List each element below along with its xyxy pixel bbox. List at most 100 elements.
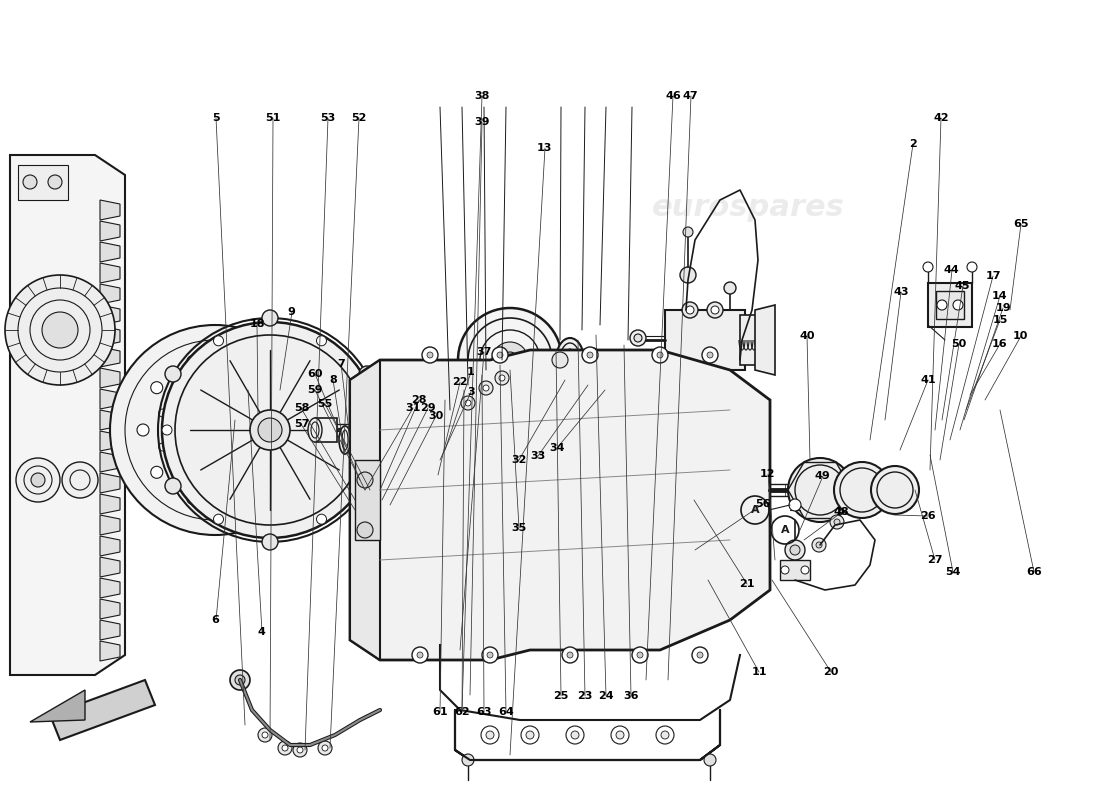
Ellipse shape	[339, 426, 351, 454]
Circle shape	[499, 375, 505, 381]
Circle shape	[263, 443, 272, 451]
Text: A: A	[750, 505, 759, 515]
Bar	[189, 428, 197, 432]
Circle shape	[656, 726, 674, 744]
Text: 11: 11	[751, 667, 767, 677]
Text: 43: 43	[893, 287, 909, 297]
Circle shape	[297, 747, 302, 753]
Circle shape	[785, 540, 805, 560]
Circle shape	[566, 652, 573, 658]
Text: 29: 29	[420, 403, 436, 413]
Ellipse shape	[564, 349, 576, 371]
Circle shape	[417, 652, 424, 658]
Circle shape	[213, 336, 223, 346]
Circle shape	[158, 409, 167, 417]
Circle shape	[62, 462, 98, 498]
Circle shape	[702, 347, 718, 363]
Circle shape	[165, 366, 182, 382]
Bar	[18, 165, 68, 200]
Circle shape	[632, 647, 648, 663]
Polygon shape	[50, 680, 155, 740]
Circle shape	[427, 352, 433, 358]
Circle shape	[178, 382, 187, 390]
Text: A: A	[781, 525, 790, 535]
Polygon shape	[100, 620, 120, 640]
Text: 22: 22	[452, 378, 468, 387]
Circle shape	[358, 472, 373, 488]
Circle shape	[151, 466, 163, 478]
Text: 8: 8	[329, 375, 338, 385]
Circle shape	[724, 282, 736, 294]
Circle shape	[634, 334, 642, 342]
Text: eurospares: eurospares	[651, 194, 845, 222]
Text: 15: 15	[992, 315, 1008, 325]
Text: 6: 6	[211, 615, 220, 625]
Circle shape	[492, 347, 508, 363]
Polygon shape	[100, 641, 120, 661]
Text: 39: 39	[474, 117, 490, 126]
Circle shape	[495, 371, 509, 385]
Circle shape	[657, 352, 663, 358]
Text: 41: 41	[921, 375, 936, 385]
Circle shape	[258, 418, 282, 442]
Circle shape	[422, 347, 438, 363]
Text: 38: 38	[474, 91, 490, 101]
Circle shape	[652, 347, 668, 363]
Bar	[222, 447, 230, 451]
Circle shape	[937, 300, 947, 310]
Polygon shape	[100, 473, 120, 493]
Text: 5: 5	[212, 114, 219, 123]
Circle shape	[213, 514, 223, 524]
Polygon shape	[100, 494, 120, 514]
Polygon shape	[100, 599, 120, 619]
Circle shape	[790, 545, 800, 555]
Circle shape	[278, 741, 292, 755]
Circle shape	[48, 175, 62, 189]
Ellipse shape	[346, 422, 363, 458]
Text: 14: 14	[992, 291, 1008, 301]
Circle shape	[458, 308, 562, 412]
Bar	[928, 283, 972, 327]
Circle shape	[235, 675, 245, 685]
Circle shape	[110, 325, 320, 535]
Circle shape	[162, 322, 378, 538]
Text: 65: 65	[1013, 219, 1028, 229]
Text: 12: 12	[760, 470, 775, 479]
Circle shape	[923, 262, 933, 272]
Polygon shape	[100, 536, 120, 556]
Polygon shape	[30, 690, 85, 722]
Circle shape	[317, 514, 327, 524]
Circle shape	[151, 382, 163, 394]
Circle shape	[521, 726, 539, 744]
Circle shape	[967, 262, 977, 272]
Text: 4: 4	[257, 627, 266, 637]
Text: 42: 42	[934, 114, 949, 123]
Circle shape	[165, 478, 182, 494]
Text: 20: 20	[823, 667, 838, 677]
Circle shape	[317, 336, 327, 346]
Text: 32: 32	[512, 455, 527, 465]
Circle shape	[197, 412, 233, 448]
Bar	[233, 428, 241, 432]
Polygon shape	[100, 326, 120, 346]
Circle shape	[953, 300, 962, 310]
Bar	[740, 315, 758, 365]
Text: 19: 19	[996, 303, 1011, 313]
Polygon shape	[100, 557, 120, 577]
Circle shape	[481, 726, 499, 744]
Circle shape	[465, 400, 471, 406]
Circle shape	[282, 745, 288, 751]
Text: 45: 45	[955, 282, 970, 291]
Circle shape	[262, 310, 278, 326]
Ellipse shape	[598, 357, 618, 391]
Circle shape	[402, 422, 438, 458]
Text: 63: 63	[476, 707, 492, 717]
Text: 59: 59	[307, 385, 322, 394]
Circle shape	[42, 312, 78, 348]
Circle shape	[711, 306, 719, 314]
Circle shape	[801, 566, 808, 574]
Polygon shape	[100, 368, 120, 388]
Text: 49: 49	[815, 471, 830, 481]
Ellipse shape	[356, 419, 380, 461]
Text: 7: 7	[337, 359, 345, 369]
